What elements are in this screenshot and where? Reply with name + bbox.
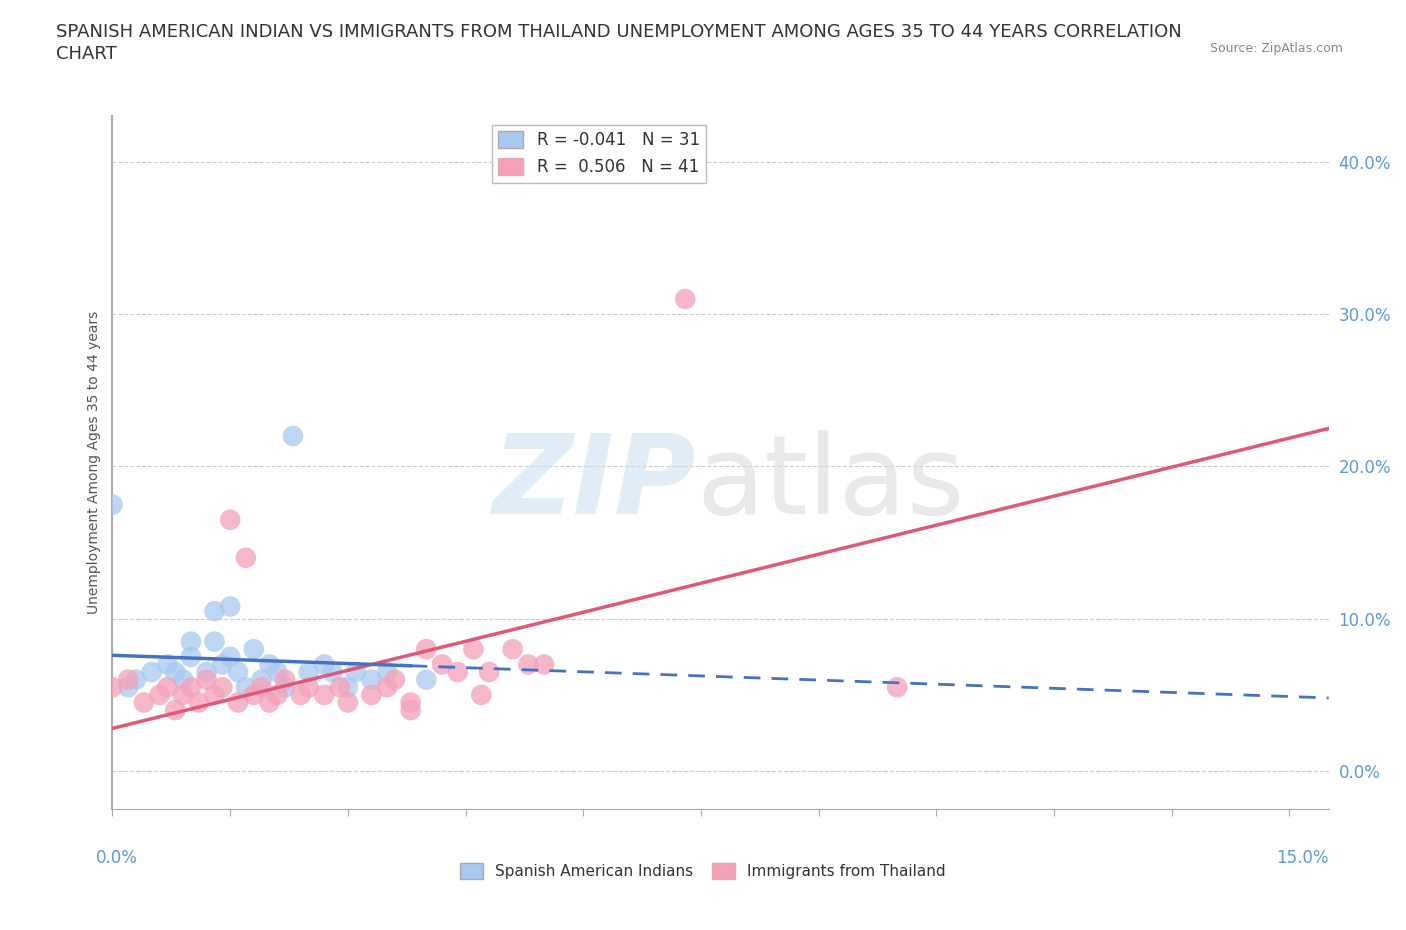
- Y-axis label: Unemployment Among Ages 35 to 44 years: Unemployment Among Ages 35 to 44 years: [87, 311, 101, 615]
- Point: [259, 657, 281, 671]
- Point: [336, 680, 359, 695]
- Point: [156, 680, 179, 695]
- Point: [430, 657, 453, 671]
- Point: [360, 687, 382, 702]
- Point: [517, 657, 540, 671]
- Point: [117, 672, 139, 687]
- Point: [344, 665, 367, 680]
- Point: [117, 680, 139, 695]
- Point: [375, 665, 398, 680]
- Point: [235, 551, 257, 565]
- Point: [148, 687, 170, 702]
- Point: [290, 687, 312, 702]
- Point: [463, 642, 485, 657]
- Text: CHART: CHART: [56, 45, 117, 62]
- Point: [259, 695, 281, 710]
- Point: [172, 687, 194, 702]
- Point: [211, 657, 233, 671]
- Point: [673, 291, 696, 306]
- Point: [266, 687, 288, 702]
- Text: 15.0%: 15.0%: [1277, 849, 1329, 867]
- Point: [125, 672, 148, 687]
- Text: ZIP: ZIP: [492, 430, 696, 537]
- Point: [219, 512, 242, 527]
- Point: [226, 665, 249, 680]
- Point: [101, 498, 124, 512]
- Point: [180, 680, 202, 695]
- Point: [329, 680, 352, 695]
- Point: [165, 665, 187, 680]
- Point: [219, 599, 242, 614]
- Text: SPANISH AMERICAN INDIAN VS IMMIGRANTS FROM THAILAND UNEMPLOYMENT AMONG AGES 35 T: SPANISH AMERICAN INDIAN VS IMMIGRANTS FR…: [56, 23, 1182, 41]
- Point: [415, 642, 437, 657]
- Point: [321, 665, 343, 680]
- Point: [281, 429, 304, 444]
- Point: [156, 657, 179, 671]
- Point: [204, 634, 226, 649]
- Point: [250, 680, 273, 695]
- Point: [274, 672, 297, 687]
- Point: [242, 642, 264, 657]
- Point: [165, 703, 187, 718]
- Point: [226, 695, 249, 710]
- Point: [219, 649, 242, 664]
- Point: [314, 657, 336, 671]
- Point: [447, 665, 470, 680]
- Point: [132, 695, 155, 710]
- Text: Source: ZipAtlas.com: Source: ZipAtlas.com: [1209, 42, 1343, 55]
- Point: [172, 672, 194, 687]
- Point: [298, 680, 321, 695]
- Point: [250, 672, 273, 687]
- Point: [266, 665, 288, 680]
- Point: [274, 680, 297, 695]
- Point: [242, 687, 264, 702]
- Text: atlas: atlas: [696, 430, 965, 537]
- Point: [204, 604, 226, 618]
- Point: [180, 649, 202, 664]
- Point: [399, 695, 422, 710]
- Point: [375, 680, 398, 695]
- Point: [415, 672, 437, 687]
- Point: [187, 695, 209, 710]
- Point: [886, 680, 908, 695]
- Point: [502, 642, 524, 657]
- Point: [101, 680, 124, 695]
- Point: [211, 680, 233, 695]
- Point: [399, 703, 422, 718]
- Point: [314, 687, 336, 702]
- Legend: Spanish American Indians, Immigrants from Thailand: Spanish American Indians, Immigrants fro…: [454, 857, 952, 885]
- Point: [235, 680, 257, 695]
- Text: 0.0%: 0.0%: [96, 849, 138, 867]
- Point: [384, 672, 406, 687]
- Point: [533, 657, 555, 671]
- Point: [195, 672, 218, 687]
- Point: [141, 665, 163, 680]
- Point: [204, 687, 226, 702]
- Point: [298, 665, 321, 680]
- Point: [478, 665, 501, 680]
- Point: [195, 665, 218, 680]
- Point: [336, 695, 359, 710]
- Point: [360, 672, 382, 687]
- Legend: R = -0.041   N = 31, R =  0.506   N = 41: R = -0.041 N = 31, R = 0.506 N = 41: [492, 125, 706, 182]
- Point: [470, 687, 492, 702]
- Point: [180, 634, 202, 649]
